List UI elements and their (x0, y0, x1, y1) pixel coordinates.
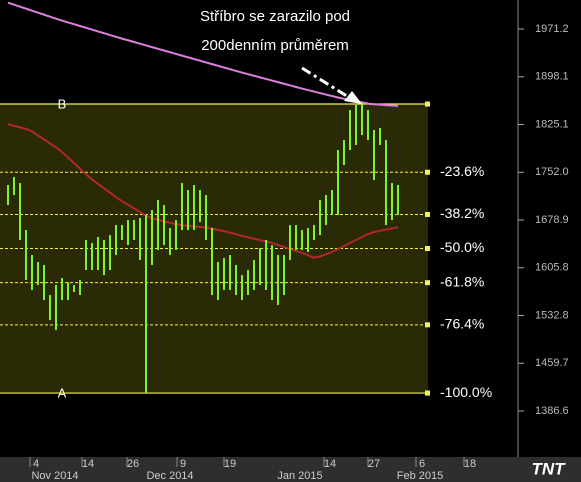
annotation-arrow (301, 66, 351, 100)
moving-average (7, 1, 399, 107)
annotation: Stříbro se zarazilo pod (200, 8, 350, 25)
y-tick-label: 1678.9 (535, 214, 569, 226)
fib-anchor-label: B (58, 96, 67, 111)
fib-level-label: -23.6% (440, 163, 484, 179)
annotation: 200denním průměrem (201, 37, 349, 54)
x-tick-label: 14 (82, 458, 94, 470)
fib-handle (425, 101, 430, 107)
month-label: Dec 2014 (146, 470, 193, 482)
annotation-arrowhead (344, 91, 362, 104)
month-label: Nov 2014 (31, 470, 78, 482)
x-tick-label: 4 (33, 458, 39, 470)
moving-average (7, 123, 399, 259)
x-axis-strip (0, 457, 581, 482)
y-tick-label: 1532.8 (535, 309, 569, 321)
fib-handle (425, 280, 430, 286)
fib-zone (0, 104, 428, 394)
x-tick-label: 6 (419, 458, 425, 470)
x-tick-label: 14 (324, 458, 336, 470)
fib-level-label: -38.2% (440, 205, 484, 221)
fib-level-label: -61.8% (440, 273, 484, 289)
month-label: Jan 2015 (277, 470, 322, 482)
x-tick-label: 27 (368, 458, 380, 470)
x-tick-label: 18 (464, 458, 476, 470)
fib-handle (425, 246, 430, 252)
fib-level-label: -50.0% (440, 239, 484, 255)
y-tick-label: 1971.2 (535, 23, 569, 35)
fib-handle (425, 390, 430, 396)
y-tick-label: 1459.7 (535, 357, 569, 369)
y-tick-label: 1825.1 (535, 118, 569, 130)
y-tick-label: 1752.0 (535, 166, 569, 178)
fib-level-label: -100.0% (440, 384, 492, 400)
fib-handle (425, 322, 430, 328)
y-tick-label: 1386.6 (535, 405, 569, 417)
month-label: Feb 2015 (397, 470, 443, 482)
logo: TNT (531, 459, 566, 478)
y-tick-label: 1898.1 (535, 71, 569, 83)
y-tick-label: 1605.8 (535, 262, 569, 274)
x-tick-label: 19 (224, 458, 236, 470)
x-tick-label: 26 (127, 458, 139, 470)
fib-handle (425, 169, 430, 175)
fib-level-label: -76.4% (440, 316, 484, 332)
fib-handle (425, 211, 430, 217)
x-tick-label: 9 (180, 458, 186, 470)
